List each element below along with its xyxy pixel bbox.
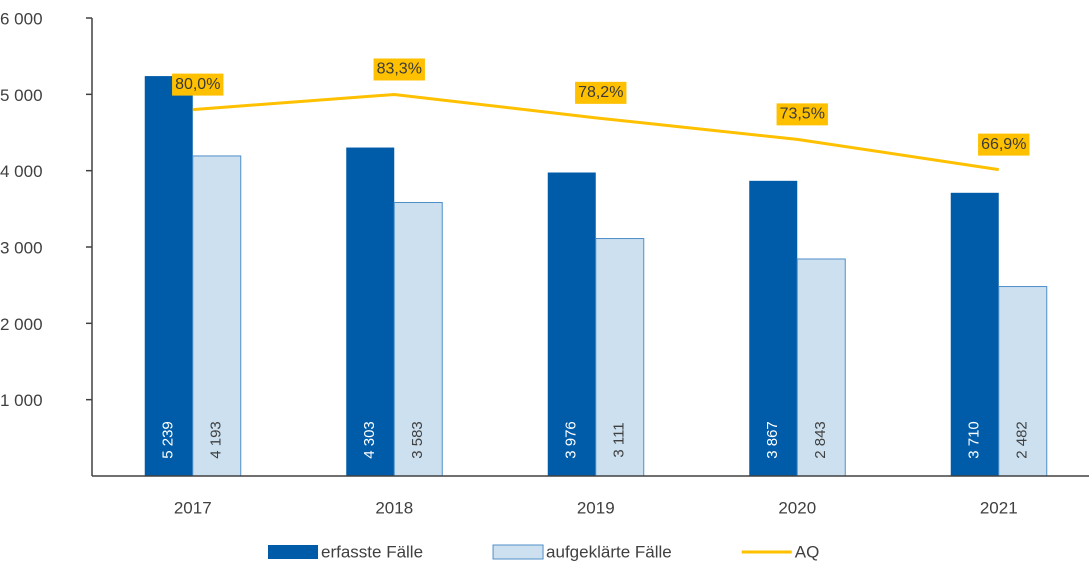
y-tick-label: 3 000 (0, 238, 43, 257)
x-tick-label: 2020 (778, 498, 816, 517)
y-tick-label: 4 000 (0, 162, 43, 181)
line (192, 92, 999, 172)
label-box (172, 73, 224, 96)
line-value-label: 78,2% (575, 81, 627, 104)
bar (595, 238, 645, 477)
label-box (575, 81, 627, 104)
bar-value-label: 2 843 (812, 421, 829, 459)
bar-value-label: 4 303 (361, 421, 378, 459)
bar (346, 147, 395, 477)
line-value-text: 80,0% (175, 76, 220, 93)
legend-label: aufgeklärte Fälle (546, 542, 672, 561)
label-box (373, 58, 425, 81)
bar (796, 258, 846, 477)
x-tick-label: 2021 (980, 498, 1018, 517)
bar-value-label: 4 193 (208, 421, 225, 459)
line-value-label: 73,5% (776, 103, 828, 126)
label-box (978, 133, 1030, 156)
legend-label: AQ (795, 542, 820, 561)
bar (547, 172, 596, 477)
bar (749, 180, 798, 476)
label-box (776, 103, 828, 126)
bar-value-label: 3 111 (611, 422, 628, 457)
y-tick-label: 6 000 (0, 9, 43, 28)
legend-swatch (268, 545, 318, 559)
line-value-label: 83,3% (373, 58, 425, 81)
y-tick-label: 5 000 (0, 86, 43, 105)
bar-value-label: 3 867 (764, 421, 781, 459)
line-value-label: 80,0% (172, 73, 224, 96)
x-tick-label: 2019 (577, 498, 615, 517)
bar-value-label: 3 583 (409, 421, 426, 459)
bar-value-label: 3 710 (966, 421, 983, 459)
bar-value-label: 5 239 (160, 421, 177, 459)
bar (950, 192, 999, 476)
line-value-text: 66,9% (981, 136, 1026, 153)
x-tick-label: 2017 (174, 498, 212, 517)
y-tick-label: 2 000 (0, 315, 43, 334)
bar-value-label: 3 976 (563, 421, 580, 459)
bar (998, 286, 1048, 477)
line-value-label: 66,9% (978, 133, 1030, 156)
bar (393, 201, 443, 477)
y-tick-label: 1 000 (0, 391, 43, 410)
line-value-text: 83,3% (377, 61, 422, 78)
line-value-text: 78,2% (578, 84, 623, 101)
x-tick-label: 2018 (375, 498, 413, 517)
legend-label: erfasste Fälle (321, 542, 423, 561)
bar-value-label: 2 482 (1014, 421, 1031, 459)
line-value-text: 73,5% (780, 106, 825, 123)
bar (144, 76, 193, 477)
legend-swatch (492, 544, 544, 560)
